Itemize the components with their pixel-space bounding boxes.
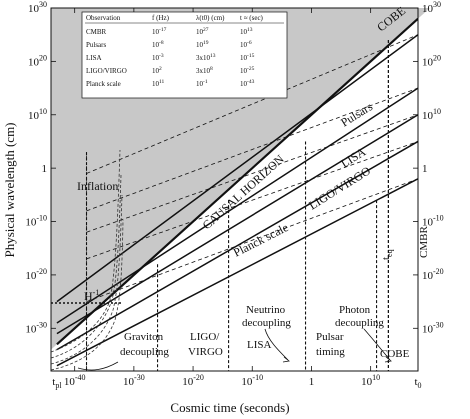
label-neutrino-decoupling: decoupling	[242, 317, 291, 329]
series-layer	[56, 17, 418, 367]
photon-arrowhead	[384, 356, 392, 363]
x-tick-labels: 10-40 10-30 10-20 10-10 1 1010 tpl t0	[52, 373, 421, 390]
y-tick-label-left-2: 1010	[28, 107, 47, 122]
series-line-dashed-9	[86, 141, 418, 260]
label-decoupling: decoupling	[120, 346, 169, 358]
label-pulsar: Pulsar	[316, 331, 344, 343]
table-cell-2-1: 10-3	[152, 53, 164, 62]
label-planck-scale: Planck scale	[231, 220, 291, 260]
y-tick-label-right-6: 10-30	[422, 320, 444, 335]
vertical-markers	[85, 40, 389, 371]
table-cell-3-0: LIGO/VIRGO	[86, 67, 127, 75]
x-extra-label-0: tpl	[52, 376, 62, 390]
label-cobe-region: COBE	[380, 348, 410, 360]
series-line-dashed-10	[86, 178, 418, 302]
series-line-planck-scale	[56, 178, 418, 367]
inflation-curve-1	[51, 149, 121, 353]
graviton-arrow	[77, 361, 119, 371]
table-cell-0-1: 10-17	[152, 27, 167, 36]
axis-ticks	[51, 7, 418, 371]
y-tick-label-right-2: 1010	[422, 107, 441, 122]
y-tick-label-left-3: 1	[42, 163, 48, 175]
y-tick-labels-left: 1030 1020 1010 1 10-10 10-20 10-30	[25, 0, 47, 335]
annotation-arrows	[77, 328, 392, 371]
table-cell-2-0: LISA	[86, 54, 102, 62]
neutrino-arrowhead	[282, 356, 290, 363]
label-virgo: VIRGO	[188, 346, 223, 358]
y-tick-label-left-5: 10-20	[25, 267, 47, 282]
table-cell-1-0: Pulsars	[86, 41, 107, 49]
label-photon-decoupling: decoupling	[335, 317, 384, 329]
label-ligo-virgo: LIGO/VIRGO	[306, 163, 373, 212]
inflation-curves	[51, 149, 124, 371]
table-cell-1-1: 10-8	[152, 40, 164, 49]
neutrino-arrow	[264, 328, 289, 361]
series-line-lisa	[56, 114, 418, 335]
y-tick-label-right-5: 10-20	[422, 267, 444, 282]
inflation-curve-2	[51, 174, 122, 359]
label-inflation: Inflation	[77, 179, 118, 193]
series-line-dashed-6	[86, 34, 418, 174]
inflation-curve-4	[51, 219, 124, 371]
table-cell-4-1: 1011	[152, 79, 165, 88]
y-tick-label-left-1: 1020	[28, 53, 47, 68]
table-cell-2-2: 3x1013	[196, 53, 216, 62]
x-tick-label-1: 10-30	[123, 373, 145, 388]
label-graviton: Graviton	[124, 331, 164, 343]
series-line-dashed-8	[86, 114, 418, 233]
photon-arrow	[363, 328, 391, 361]
inflation-curve-3	[51, 194, 123, 365]
table-header-2: λ(t0) (cm)	[196, 14, 225, 22]
table-header-1: f (Hz)	[152, 14, 170, 22]
x-tick-label-3: 10-10	[241, 373, 263, 388]
table-cell-4-0: Planck scale	[86, 80, 121, 88]
table-cell-0-2: 1027	[196, 27, 209, 36]
label-teq: teq	[380, 249, 394, 260]
y-tick-label-right-3: 1	[422, 163, 428, 175]
label-neutrino: Neutrino	[246, 304, 286, 316]
y-tick-label-left-6: 10-30	[25, 320, 47, 335]
table-cell-1-2: 1019	[196, 40, 209, 49]
table-cell-0-0: CMBR	[86, 28, 107, 36]
x-tick-label-5: 1010	[361, 373, 380, 388]
series-line-causal-horizon	[56, 17, 418, 346]
x-tick-label-4: 1	[309, 376, 315, 388]
y-tick-label-left-0: 1030	[28, 0, 47, 15]
label-pulsars: Pulsars	[338, 99, 375, 129]
table-cell-4-3: 10-43	[240, 79, 255, 88]
table-cell-0-3: 1013	[240, 27, 253, 36]
y-tick-label-right-0: 1030	[422, 0, 441, 15]
label-cmbr: CMBR	[418, 226, 430, 258]
x-axis-label: Cosmic time (seconds)	[170, 400, 289, 415]
y-axis-label: Physical wavelength (cm)	[2, 122, 17, 257]
table-cell-2-3: 10-15	[240, 53, 255, 62]
x-extra-label-1: t0	[414, 376, 421, 390]
table-header-3: t ≈ (sec)	[240, 14, 264, 22]
label-lisa-region: LISA	[247, 339, 272, 351]
observation-table: Observation f (Hz) λ(t0) (cm) t ≈ (sec) CMBR…	[81, 11, 288, 99]
table-box	[81, 11, 288, 99]
table-cells: Observation f (Hz) λ(t0) (cm) t ≈ (sec) CMBR…	[86, 14, 264, 88]
table-cell-1-3: 10-6	[240, 40, 252, 49]
series-line-dashed-7	[86, 87, 418, 212]
label-photon: Photon	[339, 304, 371, 316]
y-tick-label-right-1: 1020	[422, 53, 441, 68]
x-tick-label-0: 10-40	[64, 373, 86, 388]
y-tick-label-left-4: 10-10	[25, 214, 47, 229]
label-ligo: LIGO/	[190, 331, 220, 343]
table-header-0: Observation	[86, 14, 121, 22]
table-cell-3-3: 10-25	[240, 66, 255, 75]
x-tick-label-2: 10-20	[182, 373, 204, 388]
label-timing: timing	[316, 346, 345, 358]
plot-frame	[50, 7, 419, 372]
table-cell-3-2: 3x108	[196, 66, 213, 75]
table-cell-3-1: 102	[152, 66, 162, 75]
table-cell-4-2: 10-1	[196, 79, 208, 88]
